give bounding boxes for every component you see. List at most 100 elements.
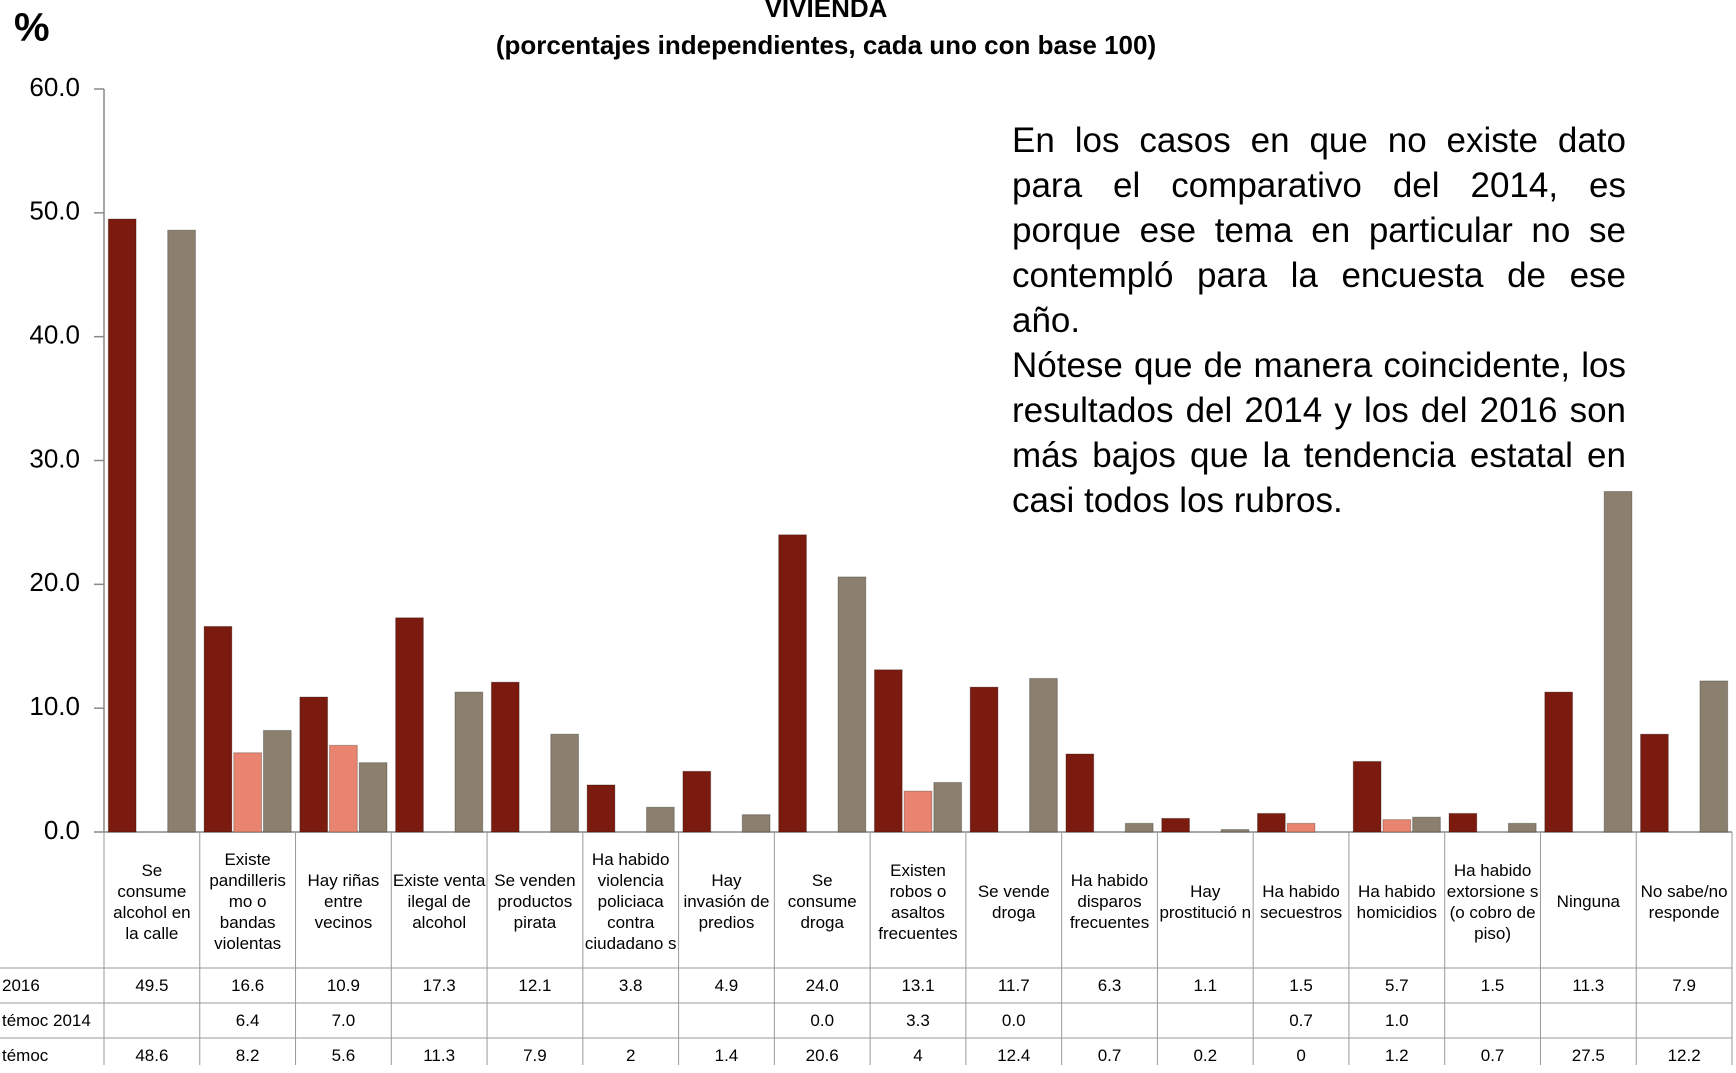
x-tick-label: Existe venta ilegal de alcohol (392, 871, 486, 932)
bar (1124, 822, 1154, 833)
legend-label: 2016 (2, 976, 40, 995)
table-value: 0.0 (810, 1011, 835, 1030)
x-tick-label: Ha habido disparos frecuentes (1069, 871, 1150, 932)
bar (646, 806, 675, 833)
y-tick-label: 40.0 (29, 320, 80, 350)
y-tick-label: 50.0 (29, 196, 80, 226)
legend-label: témoc 2014 (2, 1011, 91, 1030)
table-value: 13.1 (901, 976, 935, 995)
bar (1699, 680, 1729, 833)
table-value: 16.6 (231, 976, 265, 995)
table-value: 3.8 (618, 976, 643, 995)
table-value: 11.3 (1572, 976, 1605, 995)
x-tick-label: No sabe/no responde (1640, 881, 1728, 922)
bar (1220, 829, 1250, 833)
table-value: 4.9 (714, 976, 739, 995)
y-tick-label: 60.0 (29, 72, 80, 102)
bar (203, 625, 233, 833)
chart-subtitle: (porcentajes independientes, cada uno co… (496, 30, 1156, 60)
bar (778, 534, 807, 833)
table-value: 1.2 (1384, 1046, 1409, 1065)
table-value: 0.7 (1097, 1046, 1122, 1065)
table-value: 5.6 (331, 1046, 356, 1065)
annotation-paragraph: Nótese que de manera coincidente, los re… (1012, 346, 1626, 520)
bar (933, 781, 963, 833)
x-tick-label: Se consume alcohol en la calle (113, 860, 191, 943)
table-value: 17.3 (422, 976, 456, 995)
bar (1448, 812, 1478, 833)
table-value: 7.9 (1672, 976, 1696, 995)
table-value: 1.4 (714, 1046, 739, 1065)
table-value: 0.7 (1480, 1046, 1505, 1065)
bar (1640, 733, 1669, 833)
table-value: 4 (913, 1046, 923, 1065)
y-axis-label: % (14, 6, 50, 50)
bar (167, 229, 196, 833)
x-tick-label: Se consume droga (787, 871, 857, 932)
bar (586, 784, 616, 833)
x-tick-label: Hay riñas entre vecinos (307, 871, 380, 932)
bar (873, 669, 903, 833)
table-value: 8.2 (235, 1046, 260, 1065)
bar (1603, 490, 1633, 833)
x-tick-label: Ha habido violencia policiaca contra ciu… (584, 850, 677, 953)
x-tick-label: Ha habido homicidios (1356, 881, 1437, 922)
bar (299, 696, 329, 833)
bar (1544, 691, 1574, 833)
x-tick-label: Hay prostitució n (1159, 881, 1252, 922)
table-value: 12.2 (1667, 1046, 1701, 1065)
x-tick-label: Ninguna (1556, 892, 1620, 911)
x-tick-label: Existen robos o asaltos frecuentes (878, 860, 958, 943)
table-value: 0.2 (1193, 1046, 1218, 1065)
bar (903, 790, 933, 833)
bar (550, 733, 580, 833)
table-value: 1.0 (1384, 1011, 1409, 1030)
bar (1412, 816, 1441, 833)
bar (490, 681, 520, 833)
legend-label: témoc (2, 1046, 49, 1065)
table-value: 1.5 (1289, 976, 1313, 995)
table-value: 6.3 (1097, 976, 1122, 995)
bar (233, 752, 263, 833)
table-value: 3.3 (906, 1011, 930, 1030)
bar (741, 814, 771, 833)
table-value: 10.9 (326, 976, 360, 995)
table-value: 7.9 (523, 1046, 547, 1065)
table-value: 20.6 (805, 1046, 839, 1065)
table-value: 11.7 (997, 976, 1030, 995)
x-tick-label: Existe pandilleris mo o bandas violentas (209, 850, 286, 953)
bar (107, 218, 137, 833)
table-value: 24.0 (805, 976, 839, 995)
x-tick-label: Ha habido secuestros (1259, 881, 1343, 922)
table-value: 48.6 (135, 1046, 169, 1065)
y-tick-label: 10.0 (29, 691, 80, 721)
table-value: 1.1 (1193, 976, 1218, 995)
chart-title: VIVIENDA (765, 0, 888, 23)
bar (1029, 677, 1058, 833)
table-value: 1.5 (1480, 976, 1505, 995)
table-value: 7.0 (331, 1011, 356, 1030)
table-value: 0.0 (1001, 1011, 1026, 1030)
table-value: 12.1 (518, 976, 552, 995)
table-value: 0 (1296, 1046, 1306, 1065)
bar (1256, 812, 1286, 833)
bar (969, 686, 999, 833)
bar (358, 762, 388, 833)
y-tick-label: 20.0 (29, 567, 80, 597)
table-value: 0.7 (1289, 1011, 1313, 1030)
table-value: 49.5 (135, 976, 169, 995)
table-value: 2 (625, 1046, 636, 1065)
table-value: 27.5 (1571, 1046, 1605, 1065)
x-tick-label: Se venden productos pirata (494, 871, 576, 932)
bar (682, 770, 712, 833)
x-tick-label: Hay invasión de predios (683, 871, 770, 932)
bar (837, 576, 867, 833)
bar (1507, 822, 1537, 833)
bar (395, 617, 424, 833)
table-value: 5.7 (1384, 976, 1409, 995)
bar (1382, 819, 1412, 833)
bar (262, 729, 292, 833)
annotation: En los casos en que no existe dato para … (1012, 118, 1626, 523)
